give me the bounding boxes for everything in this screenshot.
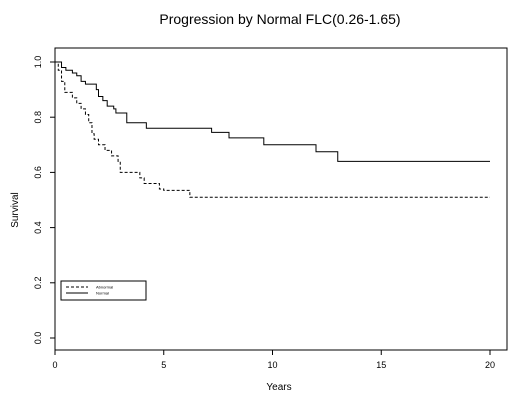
legend-label-normal: Normal [96, 291, 109, 296]
series-layer [55, 61, 490, 198]
x-tick-label-3: 15 [376, 360, 386, 370]
y-tick-label-4: 0.8 [33, 111, 43, 124]
x-axis-label: Years [266, 382, 291, 393]
plot-frame [54, 47, 508, 351]
x-tick-label-2: 10 [267, 360, 277, 370]
y-tick-label-5: 1.0 [33, 56, 43, 69]
y-tick-label-2: 0.4 [33, 221, 43, 234]
x-axis: 0 5 10 15 20 [52, 350, 495, 370]
y-tick-label-3: 0.6 [33, 166, 43, 179]
series-line-abnormal [55, 61, 490, 198]
legend-label-abnormal: Abnormal [96, 285, 113, 290]
x-tick-label-1: 5 [161, 360, 166, 370]
legend-box [60, 280, 147, 301]
series-line-normal [55, 61, 490, 162]
y-tick-label-0: 0.0 [33, 332, 43, 345]
y-axis: 0.0 0.2 0.4 0.6 0.8 1.0 [33, 56, 55, 345]
chart-title: Progression by Normal FLC(0.26-1.65) [159, 11, 400, 27]
x-tick-label-4: 20 [485, 360, 495, 370]
x-tick-label-0: 0 [52, 360, 57, 370]
y-axis-label: Survival [10, 192, 21, 228]
y-tick-label-1: 0.2 [33, 277, 43, 290]
